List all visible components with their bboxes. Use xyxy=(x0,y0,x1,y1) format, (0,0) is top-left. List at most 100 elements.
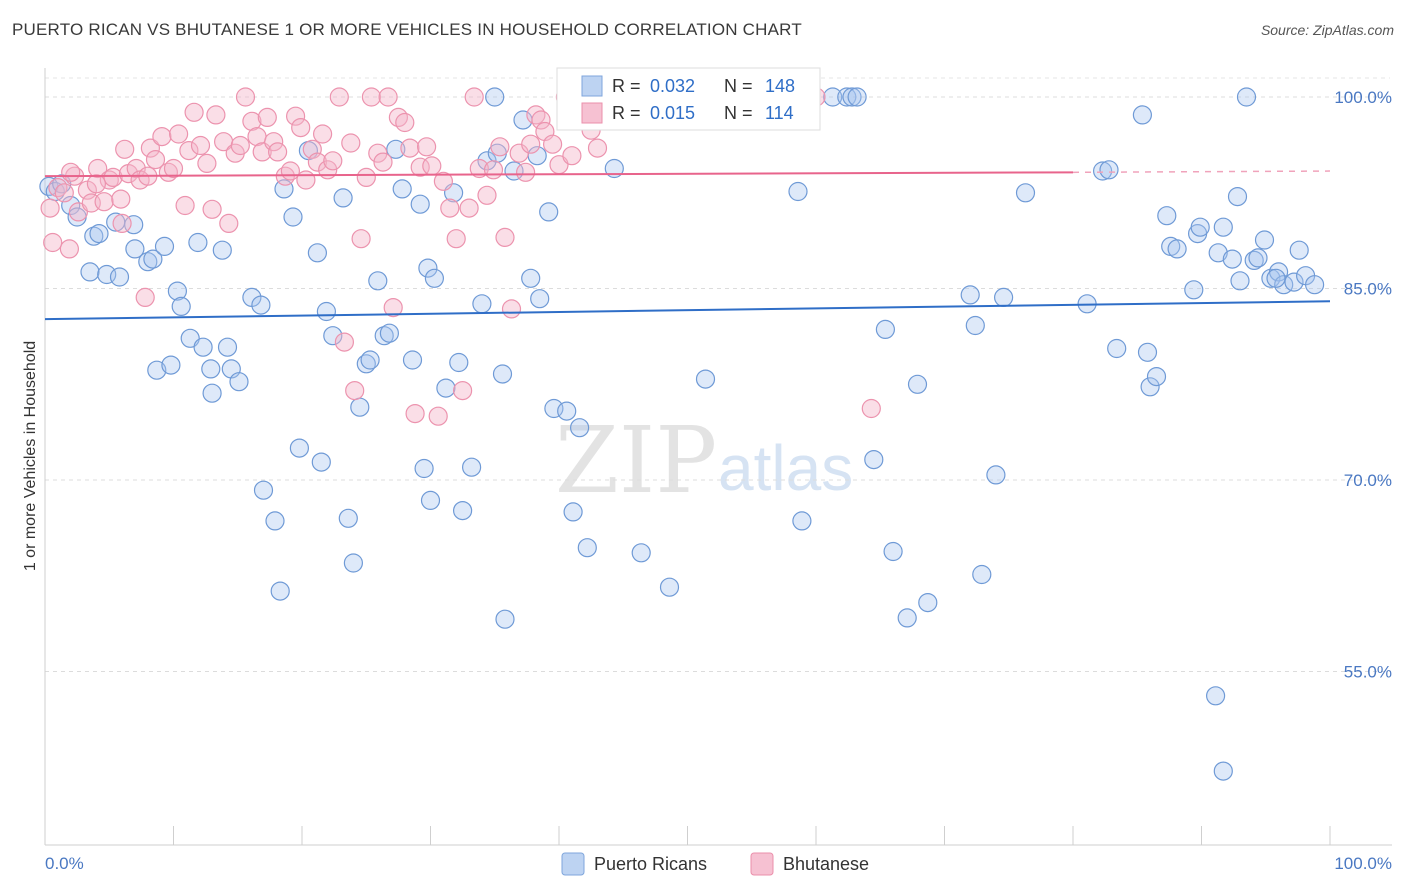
puerto-ricans-swatch xyxy=(581,75,603,97)
puerto-rican-point xyxy=(875,319,896,339)
bhutanese-point xyxy=(446,229,466,249)
puerto-rican-point xyxy=(265,511,285,531)
puerto-rican-point xyxy=(229,372,249,392)
bhutanese-point xyxy=(158,162,178,182)
legend-puerto-ricans-label: Puerto Ricans xyxy=(594,854,707,874)
bhutanese-point xyxy=(103,167,123,187)
bhutanese-point xyxy=(61,162,81,182)
puerto-rican-point xyxy=(1167,239,1187,259)
legend-bhutanese-swatch xyxy=(750,852,774,876)
bhutanese-point xyxy=(190,135,211,156)
puerto-rican-point xyxy=(539,202,559,222)
puerto-rican-point xyxy=(918,592,938,613)
puerto-rican-point xyxy=(842,87,862,107)
puerto-rican-point xyxy=(1205,686,1226,706)
y-tick-label: 55.0% xyxy=(1344,663,1392,682)
bhutanese-point xyxy=(368,143,388,163)
puerto-rican-point xyxy=(125,239,145,259)
bhutanese-point xyxy=(202,199,222,219)
bhutanese-point xyxy=(345,381,365,401)
puerto-rican-point xyxy=(316,301,336,322)
bhutanese-point xyxy=(388,107,408,128)
puerto-rican-point xyxy=(1304,275,1325,295)
bhutanese-point xyxy=(400,138,420,158)
bhutanese-point xyxy=(175,195,195,216)
puerto-rican-point xyxy=(1284,272,1304,292)
bhutanese-point xyxy=(356,167,376,187)
puerto-rican-point xyxy=(1146,367,1167,387)
bhutanese-point xyxy=(526,105,546,125)
bhutanese-point xyxy=(341,133,361,153)
bhutanese-point xyxy=(197,153,217,173)
puerto-rican-point xyxy=(253,480,274,500)
pr-n-value: 148 xyxy=(765,76,795,96)
puerto-rican-point xyxy=(138,252,158,272)
puerto-rican-point xyxy=(1190,217,1210,237)
puerto-rican-point xyxy=(61,195,81,216)
puerto-rican-point xyxy=(109,267,130,287)
bhutanese-point xyxy=(179,141,199,161)
bhutanese-point xyxy=(54,183,74,203)
bhutanese-point xyxy=(490,137,510,157)
puerto-rican-point xyxy=(89,224,109,244)
bhutanese-point xyxy=(264,132,284,152)
pr-r-label: R = xyxy=(612,76,641,96)
puerto-rican-point xyxy=(283,207,303,227)
bhutanese-point xyxy=(115,139,135,159)
puerto-rican-point xyxy=(1099,160,1119,180)
puerto-rican-point xyxy=(1132,105,1153,125)
puerto-rican-point xyxy=(80,262,100,282)
bhutanese-point xyxy=(59,239,80,259)
tick-labels: 100.0% 85.0% 70.0% 55.0% 0.0% 100.0% xyxy=(45,88,1392,873)
bhutanese-point xyxy=(351,229,371,249)
bhutanese-point xyxy=(88,158,108,179)
puerto-rican-point xyxy=(695,369,716,389)
puerto-rican-point xyxy=(577,538,597,558)
bhutanese-point xyxy=(334,332,354,352)
pr-n-label: N = xyxy=(724,76,753,96)
puerto-rican-point xyxy=(333,188,353,208)
puerto-rican-point xyxy=(1254,230,1275,250)
bhutanese-point xyxy=(230,135,250,156)
puerto-rican-point xyxy=(338,508,358,528)
puerto-rican-point xyxy=(360,350,380,370)
bhutanese-point xyxy=(521,134,541,154)
puerto-rican-point xyxy=(270,581,290,601)
bhutanese-point xyxy=(48,178,68,198)
puerto-rican-point xyxy=(251,295,271,315)
y-tick-label: 85.0% xyxy=(1344,280,1392,299)
grid-lines xyxy=(45,77,1390,672)
puerto-rican-point xyxy=(453,501,473,521)
puerto-rican-point xyxy=(1107,338,1127,359)
puerto-rican-point xyxy=(167,281,187,301)
puerto-rican-point xyxy=(420,490,441,510)
puerto-rican-point xyxy=(1208,243,1228,263)
puerto-rican-point xyxy=(418,258,438,278)
bhutanese-point xyxy=(329,87,349,107)
bhutanese-point xyxy=(383,298,403,318)
bhutanese-point xyxy=(861,398,881,419)
puerto-rican-point xyxy=(402,350,423,370)
bhutanese-point xyxy=(422,156,442,176)
puerto-rican-point xyxy=(392,179,412,199)
bhutanese-point xyxy=(501,299,522,319)
legend-puerto-ricans-swatch xyxy=(561,852,585,876)
bhutanese-point xyxy=(112,213,132,233)
bhutanese-point xyxy=(206,105,226,125)
puerto-rican-point xyxy=(972,564,992,585)
bhutanese-points xyxy=(40,87,881,426)
puerto-rican-point xyxy=(154,236,175,256)
bhutanese-point xyxy=(483,160,504,180)
bhutanese-point xyxy=(296,170,316,190)
bhutanese-point xyxy=(126,158,146,179)
puerto-rican-point xyxy=(1248,248,1268,268)
bhutanese-point xyxy=(163,158,184,179)
puerto-rican-point xyxy=(837,87,857,107)
puerto-rican-point xyxy=(1266,268,1286,288)
bhutanese-point xyxy=(417,137,437,157)
puerto-rican-point xyxy=(217,337,238,357)
bh-n-value: 114 xyxy=(765,103,794,123)
bh-n-label: N = xyxy=(724,103,753,123)
bhutanese-point xyxy=(242,111,262,131)
